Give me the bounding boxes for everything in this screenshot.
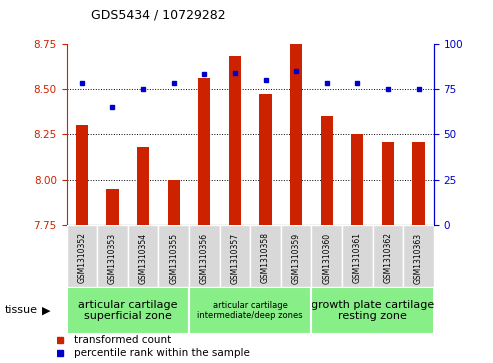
- Bar: [189, 287, 312, 334]
- Bar: [290, 42, 302, 225]
- Bar: [229, 56, 241, 225]
- Bar: [198, 78, 211, 225]
- Bar: [351, 134, 363, 225]
- Text: GSM1310354: GSM1310354: [139, 232, 147, 284]
- Bar: [168, 180, 180, 225]
- Bar: [106, 189, 119, 225]
- Bar: [281, 225, 312, 287]
- Text: GSM1310356: GSM1310356: [200, 232, 209, 284]
- Bar: [312, 225, 342, 287]
- Text: percentile rank within the sample: percentile rank within the sample: [73, 348, 249, 358]
- Text: articular cartilage
intermediate/deep zones: articular cartilage intermediate/deep zo…: [197, 301, 303, 320]
- Bar: [76, 125, 88, 225]
- Text: transformed count: transformed count: [73, 335, 171, 345]
- Bar: [250, 225, 281, 287]
- Bar: [67, 287, 189, 334]
- Bar: [137, 147, 149, 225]
- Text: GSM1310359: GSM1310359: [291, 232, 301, 284]
- Bar: [67, 225, 97, 287]
- Text: GSM1310363: GSM1310363: [414, 232, 423, 284]
- Text: GSM1310353: GSM1310353: [108, 232, 117, 284]
- Bar: [189, 225, 219, 287]
- Bar: [342, 225, 373, 287]
- Text: GDS5434 / 10729282: GDS5434 / 10729282: [91, 9, 226, 22]
- Bar: [312, 287, 434, 334]
- Bar: [128, 225, 158, 287]
- Text: GSM1310362: GSM1310362: [384, 232, 392, 284]
- Bar: [97, 225, 128, 287]
- Text: growth plate cartilage
resting zone: growth plate cartilage resting zone: [311, 299, 434, 321]
- Bar: [373, 225, 403, 287]
- Bar: [259, 94, 272, 225]
- Bar: [382, 142, 394, 225]
- Bar: [413, 142, 424, 225]
- Bar: [158, 225, 189, 287]
- Text: GSM1310355: GSM1310355: [169, 232, 178, 284]
- Text: GSM1310361: GSM1310361: [353, 232, 362, 284]
- Bar: [403, 225, 434, 287]
- Bar: [219, 225, 250, 287]
- Text: GSM1310357: GSM1310357: [230, 232, 240, 284]
- Text: GSM1310352: GSM1310352: [77, 232, 86, 284]
- Text: ▶: ▶: [42, 305, 50, 315]
- Bar: [320, 116, 333, 225]
- Text: GSM1310358: GSM1310358: [261, 232, 270, 284]
- Text: GSM1310360: GSM1310360: [322, 232, 331, 284]
- Text: articular cartilage
superficial zone: articular cartilage superficial zone: [78, 299, 177, 321]
- Text: tissue: tissue: [5, 305, 38, 315]
